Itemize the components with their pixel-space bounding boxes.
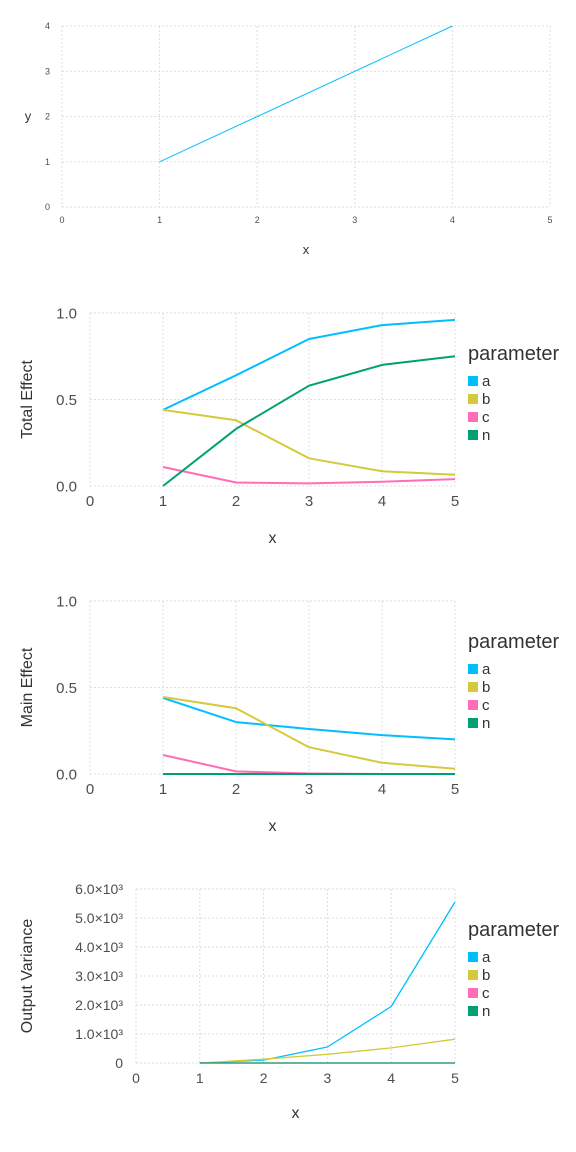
x-tick-label: 4	[378, 493, 386, 510]
legend-label-c: c	[482, 409, 490, 426]
series-line-a	[162, 696, 456, 741]
x-tick-label: 1	[157, 215, 162, 225]
x-tick-label: 0	[59, 215, 64, 225]
x-tick-label: 1	[196, 1070, 204, 1086]
y-tick-label: 1.0	[56, 305, 77, 322]
x-tick-label: 2	[260, 1070, 268, 1086]
legend-swatch-c	[468, 988, 478, 998]
legend-swatch-n	[468, 430, 478, 440]
x-tick-label: 1	[159, 493, 167, 510]
x-axis-label: x	[292, 1105, 300, 1122]
legend-label-c: c	[482, 697, 490, 714]
y-tick-label: 2.0×10³	[75, 997, 123, 1013]
x-tick-label: 2	[232, 493, 240, 510]
x-tick-label: 5	[451, 781, 459, 798]
y-tick-label: 5.0×10³	[75, 910, 123, 926]
legend-swatch-n	[468, 718, 478, 728]
legend-label-c: c	[482, 985, 490, 1002]
y-tick-label: 6.0×10³	[75, 881, 123, 897]
y-tick-label: 1.0	[56, 593, 77, 610]
legend-label-n: n	[482, 427, 490, 444]
x-tick-label: 4	[387, 1070, 395, 1086]
legend-swatch-b	[468, 682, 478, 692]
legend-title: parameter	[468, 343, 559, 365]
y-axis-label: Main Effect	[19, 647, 36, 727]
x-axis-label: x	[269, 530, 277, 547]
legend-label-b: b	[482, 967, 490, 984]
legend-label-a: a	[482, 373, 491, 390]
x-tick-label: 3	[305, 493, 313, 510]
x-axis-label: x	[269, 818, 277, 835]
y-axis-label: Total Effect	[19, 360, 36, 439]
legend-label-a: a	[482, 661, 491, 678]
series-line-a	[159, 25, 453, 163]
chart-4: 0 1 2 3 4 5 0 1.0×10³ 2.0×10³ 3.0×10³ 4.0×10³ 5.0×1…	[19, 881, 559, 1122]
y-tick-label: 2	[45, 112, 50, 122]
y-tick-label: 0.5	[56, 392, 77, 409]
series-line-b	[199, 1038, 456, 1064]
series-line-a	[162, 318, 456, 411]
x-tick-label: 3	[352, 215, 357, 225]
x-tick-label: 0	[86, 781, 94, 798]
y-tick-label: 1	[45, 157, 50, 167]
legend-swatch-a	[468, 952, 478, 962]
legend-title: parameter	[468, 631, 559, 653]
legend-label-n: n	[482, 1003, 490, 1020]
legend-title: parameter	[468, 919, 559, 941]
y-tick-label: 1.0×10³	[75, 1026, 123, 1042]
y-tick-label: 0	[45, 202, 50, 212]
series-line-n	[162, 355, 456, 487]
x-tick-label: 1	[159, 781, 167, 798]
x-tick-label: 5	[451, 493, 459, 510]
x-tick-label: 0	[132, 1070, 140, 1086]
legend-label-b: b	[482, 391, 490, 408]
x-tick-label: 0	[86, 493, 94, 510]
y-tick-label: 0.0	[56, 766, 77, 783]
x-tick-label: 5	[451, 1070, 459, 1086]
x-tick-label: 3	[305, 781, 313, 798]
legend-label-a: a	[482, 949, 491, 966]
series-line-c	[162, 466, 456, 485]
x-axis-label: x	[303, 242, 310, 257]
series-line-b	[162, 696, 456, 770]
y-axis-label: Output Variance	[19, 919, 36, 1034]
x-tick-label: 2	[232, 781, 240, 798]
legend-swatch-c	[468, 700, 478, 710]
y-tick-label: 3	[45, 66, 50, 76]
y-tick-label: 4	[45, 21, 50, 31]
chart-1: 0 1 2 3 4 5 0 1 2 3 4 x y	[25, 21, 553, 257]
y-tick-label: 0.5	[56, 680, 77, 697]
series-line-b	[162, 408, 456, 476]
chart-2: 0 1 2 3 4 5 0.0 0.5 1.0 x Total Effect parameter abc…	[19, 305, 559, 547]
y-tick-label: 4.0×10³	[75, 939, 123, 955]
legend-swatch-a	[468, 376, 478, 386]
y-tick-label: 0	[115, 1055, 123, 1071]
x-tick-label: 4	[450, 215, 455, 225]
legend-label-b: b	[482, 679, 490, 696]
legend-swatch-b	[468, 394, 478, 404]
x-tick-label: 4	[378, 781, 386, 798]
x-tick-label: 2	[255, 215, 260, 225]
y-axis-label: y	[25, 109, 32, 124]
y-tick-label: 3.0×10³	[75, 968, 123, 984]
y-tick-label: 0.0	[56, 478, 77, 495]
legend-label-n: n	[482, 715, 490, 732]
legend-swatch-c	[468, 412, 478, 422]
legend-swatch-b	[468, 970, 478, 980]
x-tick-label: 5	[547, 215, 552, 225]
legend-swatch-a	[468, 664, 478, 674]
legend-swatch-n	[468, 1006, 478, 1016]
x-tick-label: 3	[324, 1070, 332, 1086]
